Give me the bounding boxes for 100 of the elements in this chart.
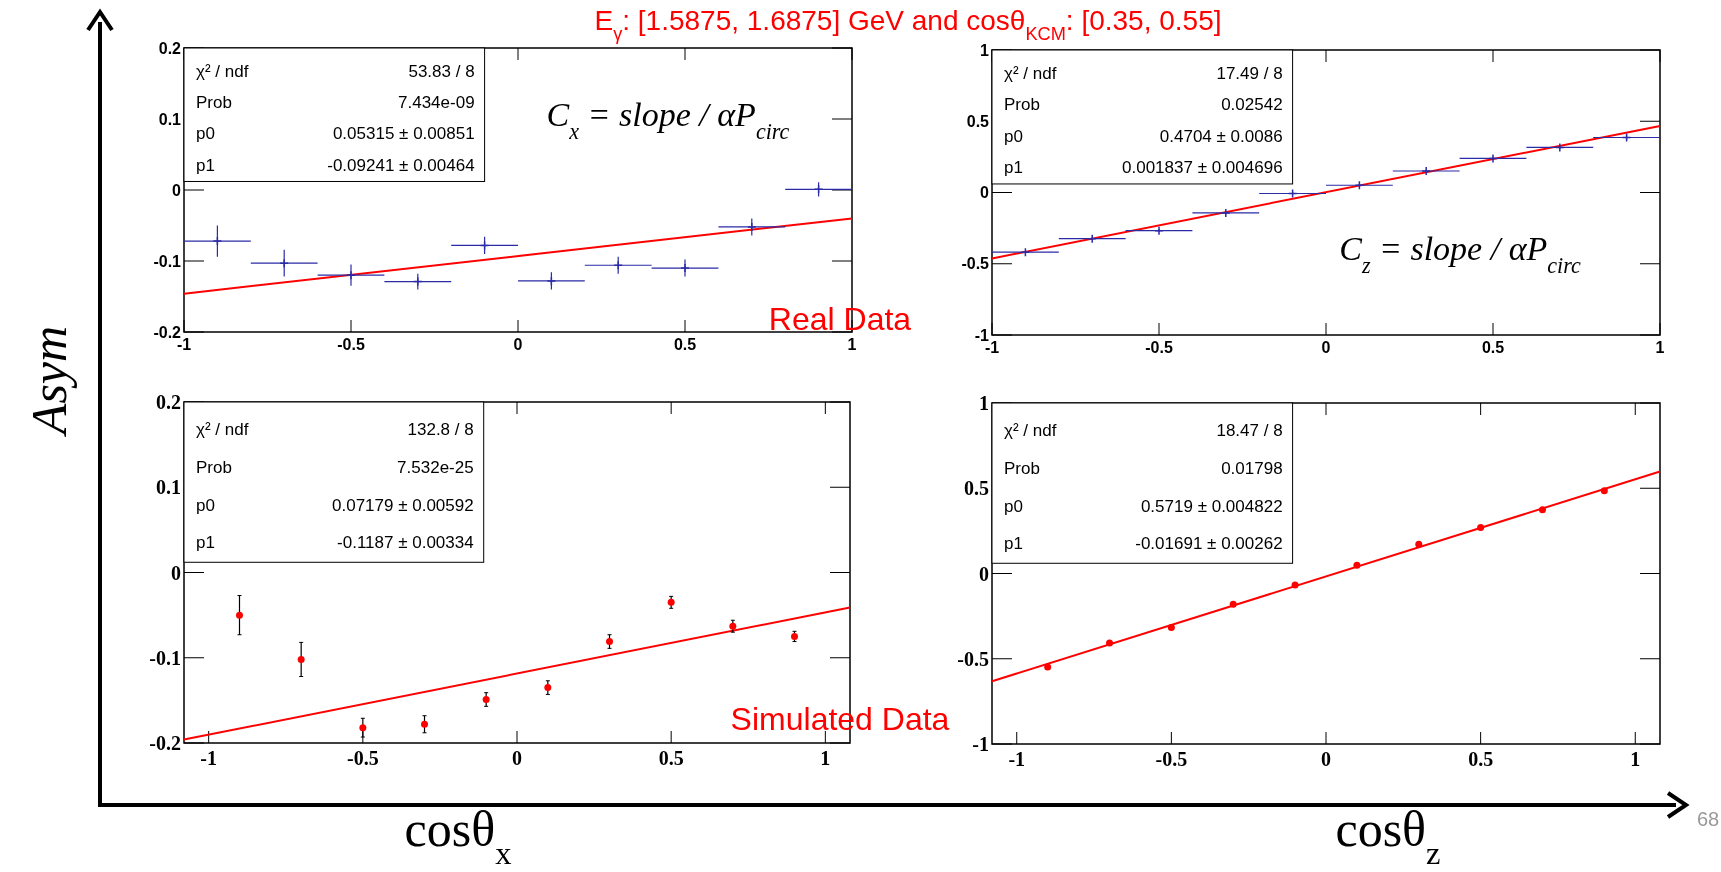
annotation: -0.1187 ± 0.00334 (337, 533, 474, 553)
text: 68 (1696, 808, 1720, 830)
x-tick-label: -0.5 (337, 336, 365, 353)
annotation: p1 (1004, 158, 1023, 178)
point (1087, 233, 1097, 244)
point (1415, 540, 1423, 548)
x-tick-label: -0.5 (347, 747, 379, 769)
y-tick-label: -1 (972, 733, 989, 755)
x-tick-label: 1 (820, 747, 831, 769)
point (346, 270, 356, 280)
x-axis-title: cosθ$_{z}$ (1335, 801, 1441, 871)
x-tick-label: -0.5 (1155, 748, 1188, 770)
x-tick-label: 0 (1321, 339, 1331, 356)
annotation: Prob (196, 457, 232, 477)
y-axis-title: Asym (21, 325, 77, 438)
x-axis-title: cosθ$_{x}$ (404, 801, 512, 871)
point (1488, 153, 1498, 164)
point (421, 720, 428, 728)
annotation: p0 (196, 124, 215, 144)
y-tick-label: -0.5 (957, 647, 989, 670)
y-tick-label: 0 (979, 562, 989, 585)
annotation: χ² / ndf (1004, 421, 1057, 441)
annotation: p1 (196, 155, 215, 175)
annotation: χ² / ndf (196, 420, 249, 440)
x-tick-label: -1 (200, 747, 217, 769)
y-tick-label: 0.2 (158, 39, 182, 57)
text: E$_{γ}$: [1.5875, 1.6875] GeV and cosθ$_{KCM}$: [0.35, 0.55] (594, 5, 1222, 44)
x-tick-label: 0.5 (658, 747, 684, 769)
annotation: 0.5719 ± 0.004822 (1140, 496, 1283, 516)
annotation: 18.47 / 8 (1216, 421, 1283, 441)
annotation: p1 (1004, 534, 1023, 554)
x-tick-label: 1 (847, 336, 857, 353)
point (606, 638, 613, 646)
annotation: 17.49 / 8 (1216, 63, 1283, 83)
annotation: 0.001837 ± 0.004696 (1122, 158, 1283, 178)
annotation: 7.532e-25 (397, 457, 474, 477)
point (680, 263, 690, 273)
annotation: 0.01798 (1221, 458, 1283, 478)
annotation: -0.01691 ± 0.00262 (1135, 534, 1283, 554)
x-tick-label: 0.5 (673, 336, 697, 353)
x-tick-label: 1 (1630, 748, 1641, 770)
annotation: 0.07179 ± 0.00592 (332, 495, 474, 515)
y-tick-label: -0.5 (961, 255, 990, 273)
annotation: Prob (1004, 458, 1040, 478)
point (482, 696, 490, 704)
y-tick-label: 0.5 (964, 477, 989, 500)
annotation: Prob (196, 93, 232, 113)
point (1600, 487, 1608, 495)
annotation: χ² / ndf (196, 61, 249, 81)
annotation: p0 (196, 495, 215, 515)
x-tick-label: 0 (512, 747, 522, 769)
point (1353, 561, 1361, 569)
annotation: 7.434e-09 (398, 93, 475, 113)
annotation: C$_{z}$ = slope / αP$_{circ}$ (1339, 230, 1581, 278)
y-tick-label: 0.1 (158, 110, 182, 128)
point (413, 276, 423, 287)
point (546, 276, 557, 286)
point (1538, 506, 1546, 514)
annotation: p1 (196, 533, 215, 553)
point (236, 611, 243, 619)
y-tick-label: 0.2 (156, 391, 181, 413)
point (1555, 142, 1565, 153)
point (297, 655, 305, 663)
annotation: 0.4704 ± 0.0086 (1159, 126, 1283, 146)
annotation: 53.83 / 8 (408, 61, 475, 81)
point (1020, 247, 1031, 257)
y-tick-label: 0.5 (966, 112, 990, 130)
point (613, 260, 623, 271)
point (544, 684, 552, 692)
y-tick-label: 1 (979, 392, 989, 414)
y-tick-label: 0 (980, 184, 990, 202)
point (1477, 523, 1485, 531)
point (1106, 639, 1114, 647)
annotation: Prob (1004, 95, 1040, 115)
point (1421, 166, 1431, 176)
annotation: 0.02542 (1221, 95, 1283, 115)
y-tick-label: 1 (980, 41, 990, 59)
annotation: p0 (1004, 126, 1023, 146)
y-tick-label: -0.1 (153, 252, 182, 270)
point (279, 258, 289, 268)
point (1229, 600, 1237, 608)
y-tick-label: 0.1 (156, 476, 181, 499)
point (1044, 663, 1052, 671)
y-tick-label: -0.2 (153, 323, 182, 341)
x-tick-label: 1 (1655, 339, 1665, 356)
x-tick-label: 0 (1321, 748, 1331, 770)
point (747, 222, 757, 232)
point (359, 724, 367, 732)
y-tick-label: -0.1 (149, 646, 181, 669)
point (1354, 180, 1365, 190)
x-tick-label: 0.5 (1481, 339, 1505, 356)
x-tick-label: -0.5 (1145, 339, 1173, 356)
annotation: C$_{x}$ = slope / αP$_{circ}$ (546, 96, 790, 144)
point (1154, 225, 1164, 236)
annotation: 132.8 / 8 (407, 420, 474, 440)
point (212, 236, 223, 246)
x-tick-label: -1 (1008, 748, 1026, 770)
y-tick-label: 0 (172, 181, 182, 199)
point (1167, 623, 1175, 631)
annotation: χ² / ndf (1004, 63, 1057, 83)
